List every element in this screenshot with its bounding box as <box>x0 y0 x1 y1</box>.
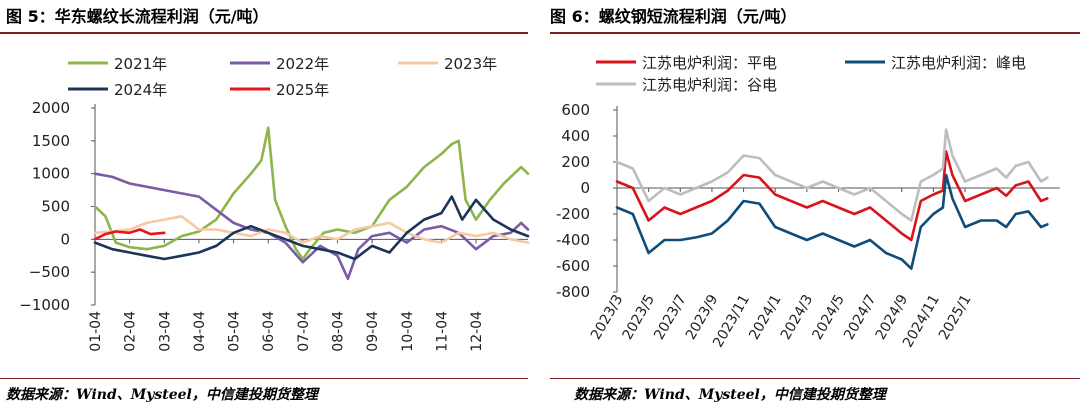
left-bottom-rule <box>0 378 528 379</box>
left-y-tick-label: −1000 <box>19 296 70 314</box>
left-x-tick-label: 08-04 <box>330 311 346 352</box>
left-y-tick-label: 2000 <box>32 99 70 117</box>
left-x-tick-label: 10-04 <box>400 311 416 352</box>
right-y-tick-label: 400 <box>561 127 590 145</box>
left-y-tick-label: 500 <box>41 198 70 216</box>
right-y-tick-label: -200 <box>556 205 590 223</box>
left-x-tick-label: 05-04 <box>227 311 243 352</box>
right-chart-title: 图 6：螺纹钢短流程利润（元/吨） <box>550 7 797 26</box>
left-legend-label: 2022年 <box>276 55 329 73</box>
right-line-chart: 6004002000-200-400-600-8002023/32023/520… <box>556 54 1060 350</box>
right-y-tick-label: -800 <box>556 283 590 301</box>
left-y-tick-label: 0 <box>60 230 70 248</box>
right-source-note: 数据来源：Wind、Mysteel，中信建投期货整理 <box>574 387 886 403</box>
left-x-tick-label: 01-04 <box>88 311 104 352</box>
right-y-tick-label: 600 <box>561 101 590 119</box>
left-y-tick-label: −500 <box>29 263 70 281</box>
left-x-tick-label: 07-04 <box>296 311 312 352</box>
right-legend-label: 江苏电炉利润：平电 <box>642 54 777 72</box>
left-x-tick-label: 06-04 <box>261 311 277 352</box>
left-x-tick-label: 03-04 <box>157 311 173 352</box>
left-series-line-4 <box>93 195 530 261</box>
right-chart-panel: 图 6：螺纹钢短流程利润（元/吨） 600 400 200 0 -200 -400 -600… <box>540 0 1080 409</box>
right-y-tick-label: -400 <box>556 231 590 249</box>
left-legend-label: 2021年 <box>114 55 167 73</box>
left-y-tick-label: 1500 <box>32 132 70 150</box>
right-series-line-1 <box>615 150 1049 242</box>
left-y-tick-label: 1000 <box>32 165 70 183</box>
left-chart-panel: 图 5：华东螺纹长流程利润（元/吨） 2000 1500 1000 500 0 −500 −… <box>0 7 530 403</box>
left-series-line-3 <box>93 215 530 244</box>
left-legend-label: 2025年 <box>276 81 329 99</box>
left-source-note: 数据来源：Wind、Mysteel，中信建投期货整理 <box>6 387 318 403</box>
right-y-tick-label: -600 <box>556 257 590 275</box>
left-series-line-1 <box>93 126 530 261</box>
right-legend-label: 江苏电炉利润：峰电 <box>891 54 1026 72</box>
left-title-rule <box>0 32 528 34</box>
left-x-tick-label: 11-04 <box>434 311 450 352</box>
right-legend-label: 江苏电炉利润：谷电 <box>642 76 777 94</box>
left-x-tick-label: 04-04 <box>192 311 208 352</box>
left-series-line-5 <box>93 228 166 241</box>
right-y-tick-label: 200 <box>561 153 590 171</box>
left-x-tick-label: 02-04 <box>123 311 139 352</box>
left-series-line-2 <box>93 172 530 280</box>
right-series-line-3 <box>615 128 1049 222</box>
left-legend-label: 2023年 <box>444 55 497 73</box>
left-legend-label: 2024年 <box>114 81 167 99</box>
left-x-tick-label: 12-04 <box>469 311 485 352</box>
right-series-line-2 <box>615 173 1049 270</box>
left-line-chart: 2000 1500 1000 500 0 −500 −1000 01-04 02-04 03-04… <box>19 55 530 352</box>
left-chart-title: 图 5：华东螺纹长流程利润（元/吨） <box>6 7 269 26</box>
right-bottom-rule <box>550 378 1080 379</box>
left-x-tick-label: 09-04 <box>365 311 381 352</box>
right-y-tick-label: 0 <box>580 179 590 197</box>
right-title-rule <box>550 32 1080 34</box>
